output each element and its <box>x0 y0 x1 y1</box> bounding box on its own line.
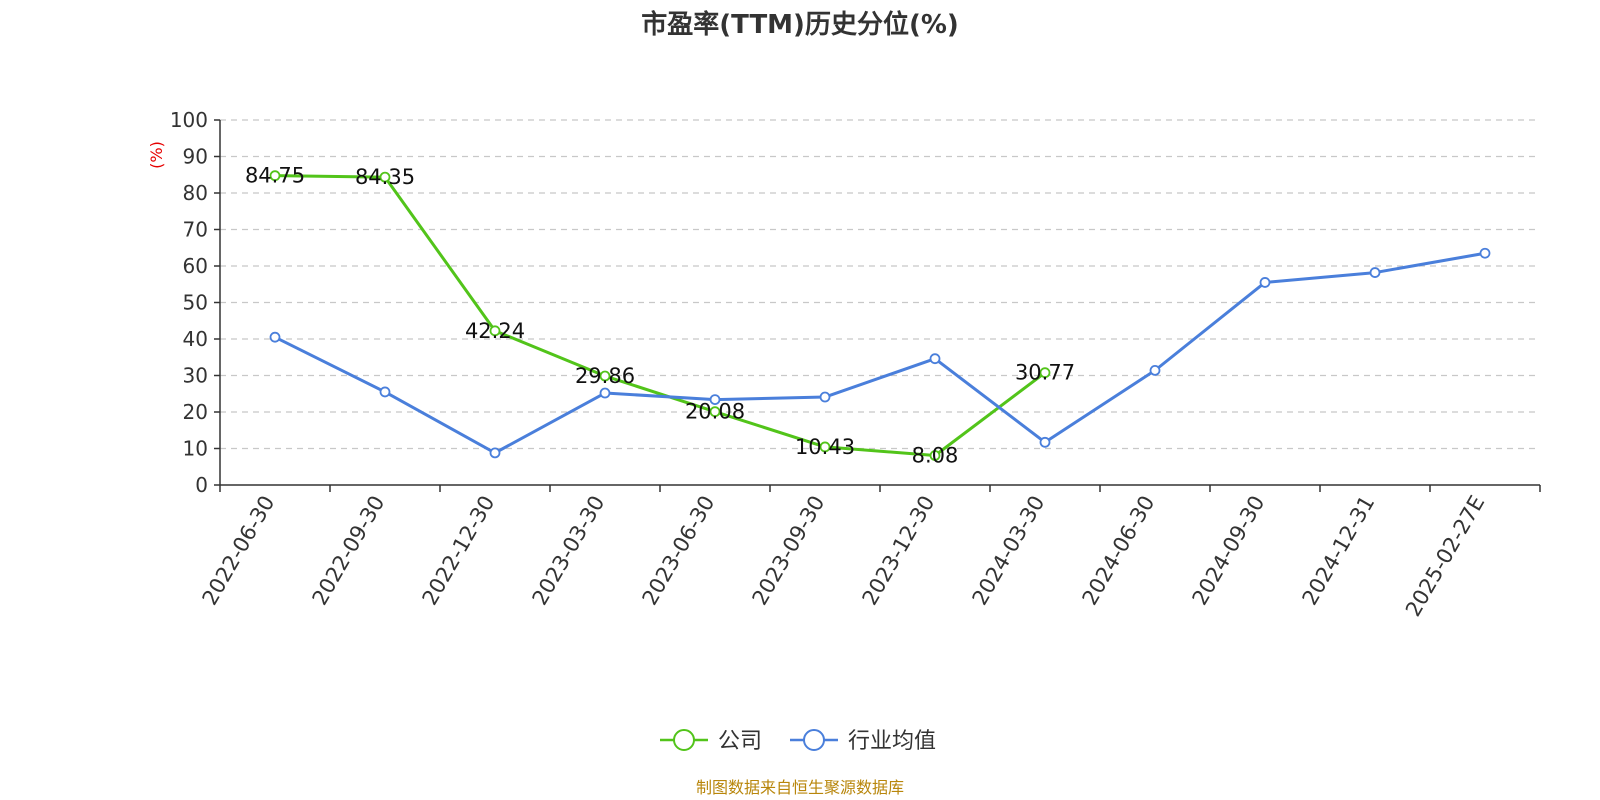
data-label: 42.24 <box>465 319 525 343</box>
series-line-1 <box>274 251 1486 455</box>
x-tick-label: 2022-09-30 <box>308 492 390 610</box>
series-0-point[interactable] <box>269 170 281 182</box>
y-tick-label: 30 <box>183 364 208 388</box>
legend-company-label: 公司 <box>718 729 762 754</box>
legend-company-icon <box>673 729 695 751</box>
y-tick-label: 70 <box>183 218 208 242</box>
x-tick-label: 2022-06-30 <box>198 492 280 610</box>
grid <box>220 119 1540 450</box>
x-tick-label: 2022-12-30 <box>418 492 500 610</box>
data-label: 84.75 <box>245 164 305 188</box>
legend-item-company[interactable]: 公司 <box>660 729 762 754</box>
source-note: 制图数据来自恒生聚源数据库 <box>696 778 904 797</box>
y-tick-label: 20 <box>183 400 208 424</box>
series-1-point[interactable] <box>819 391 831 403</box>
data-label: 8.08 <box>912 444 959 468</box>
y-tick-label: 10 <box>183 437 208 461</box>
y-tick-label: 100 <box>170 108 208 132</box>
legend-industry-label: 行业均值 <box>848 729 936 754</box>
data-label: 30.77 <box>1015 361 1075 385</box>
series-lines <box>269 170 1491 461</box>
series-1-point[interactable] <box>709 394 721 405</box>
x-tick-label: 2025-02-27E <box>1401 492 1489 621</box>
series-1-point[interactable] <box>489 447 501 459</box>
series-1-point[interactable] <box>1369 267 1381 278</box>
data-label: 20.08 <box>685 400 745 424</box>
data-labels: 84.75 84.35 42.24 29.86 20.08 10.43 8.08 30.77 <box>245 164 1075 468</box>
x-tick-label: 2023-09-30 <box>748 492 830 610</box>
x-tick-label: 2024-09-30 <box>1188 492 1270 610</box>
y-tick-label: 40 <box>183 327 208 351</box>
series-0-point[interactable] <box>379 171 391 183</box>
x-tick-label: 2023-03-30 <box>528 492 610 610</box>
legend-industry-icon <box>803 729 825 751</box>
chart-title: 市盈率(TTM)历史分位(%) <box>641 9 959 40</box>
series-1-point[interactable] <box>1479 247 1491 259</box>
legend-item-industry[interactable]: 行业均值 <box>790 729 936 754</box>
y-tick-label: 50 <box>183 291 208 315</box>
y-tick-label: 60 <box>183 254 208 278</box>
x-tick-label: 2023-12-30 <box>858 492 940 610</box>
series-1-point[interactable] <box>1259 277 1271 288</box>
x-tick-label: 2024-12-31 <box>1298 492 1380 610</box>
series-0-point[interactable] <box>1039 367 1051 379</box>
y-tick-label: 80 <box>183 181 208 205</box>
series-1-point[interactable] <box>1039 436 1051 448</box>
series-0-point[interactable] <box>709 406 721 418</box>
y-tick-label: 0 <box>195 473 208 497</box>
series-0-point[interactable] <box>599 370 611 382</box>
series-1-point[interactable] <box>379 386 391 398</box>
series-1-point[interactable] <box>929 353 941 365</box>
series-1-point[interactable] <box>269 331 281 343</box>
x-tick-label: 2024-06-30 <box>1078 492 1160 610</box>
legend: 公司 行业均值 <box>660 729 936 754</box>
data-label: 29.86 <box>575 364 635 388</box>
x-tick-label: 2023-06-30 <box>638 492 720 610</box>
series-1-point[interactable] <box>599 387 611 399</box>
data-label: 10.43 <box>795 435 855 459</box>
series-1-point[interactable] <box>1149 364 1161 376</box>
series-0-point[interactable] <box>819 441 831 453</box>
series-0-point[interactable] <box>489 325 501 337</box>
x-tick-label: 2024-03-30 <box>968 492 1050 610</box>
y-tick-label: 90 <box>183 145 208 169</box>
series-line-0 <box>274 174 1046 458</box>
data-label: 84.35 <box>355 165 415 189</box>
series-0-point[interactable] <box>929 450 941 461</box>
y-axis-unit-label: (%) <box>147 141 166 169</box>
